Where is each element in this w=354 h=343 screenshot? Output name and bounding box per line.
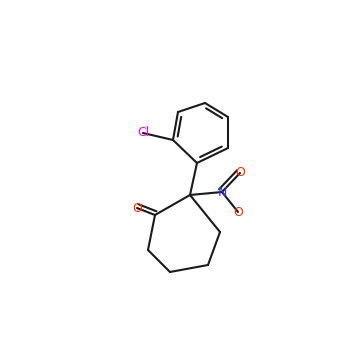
Text: O: O bbox=[233, 205, 243, 218]
Text: O: O bbox=[132, 201, 142, 214]
Text: Cl: Cl bbox=[137, 127, 149, 140]
Text: N: N bbox=[217, 186, 227, 199]
Text: O: O bbox=[235, 166, 245, 179]
